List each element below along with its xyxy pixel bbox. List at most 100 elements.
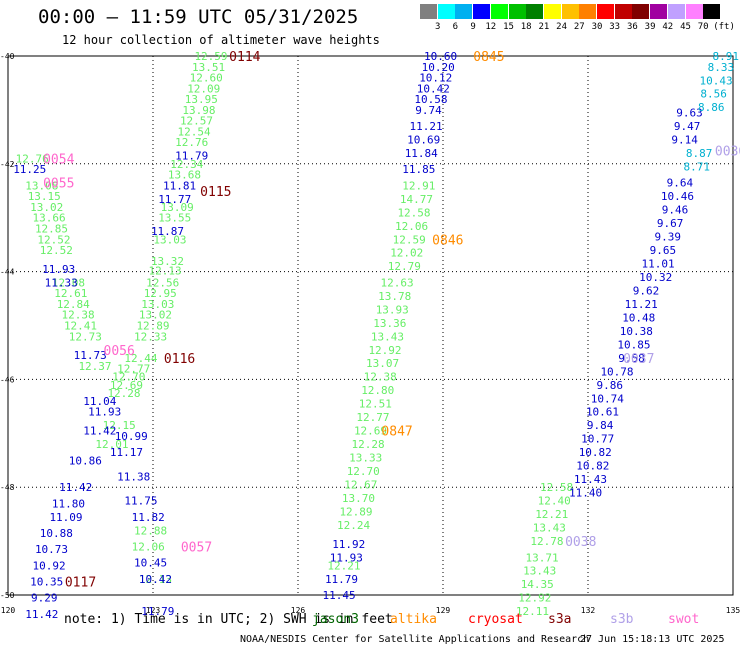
wave-height-value: 12.58 — [540, 481, 573, 494]
wave-height-value: 12.15 — [103, 419, 136, 432]
lat-tick-label: -46 — [0, 375, 15, 384]
wave-height-value: 11.21 — [625, 298, 658, 311]
pass-time-label: 0057 — [181, 540, 212, 555]
wave-height-value: 12.08 — [52, 276, 85, 289]
wave-height-value: 10.73 — [35, 543, 68, 556]
legend-swatch — [597, 4, 614, 19]
wave-height-value: 10.60 — [424, 50, 457, 63]
lat-tick-label: -48 — [0, 483, 15, 492]
wave-height-value: 13.43 — [371, 330, 404, 343]
wave-height-value: 11.01 — [642, 258, 675, 271]
wave-height-value: 11.73 — [74, 349, 107, 362]
wave-height-value: 9.65 — [650, 244, 677, 257]
legend-label: 6 — [452, 22, 459, 32]
legend-swatch — [508, 4, 526, 19]
wave-height-value: 8.56 — [700, 88, 727, 101]
wave-height-value: 12.76 — [175, 136, 208, 149]
satellite-label: s3a — [548, 612, 572, 627]
legend-swatch — [650, 4, 668, 19]
wave-height-value: 12.59 — [194, 50, 227, 63]
lon-tick-label: 123 — [146, 606, 161, 615]
pass-time-label: 0036 — [715, 144, 740, 159]
legend-swatch — [455, 4, 473, 19]
wave-height-value: 12.77 — [356, 411, 389, 424]
wave-height-value: 13.32 — [151, 255, 184, 268]
wave-height-value: 12.33 — [134, 330, 167, 343]
wave-height-value: 12.92 — [368, 344, 401, 357]
pass-time-label: 0847 — [381, 425, 412, 440]
lon-tick-label: 132 — [581, 606, 596, 615]
wave-height-value: 10.42 — [417, 82, 450, 95]
legend-label: 36 — [626, 22, 638, 32]
wave-height-value: 11.85 — [402, 163, 435, 176]
wave-height-value: 11.21 — [410, 120, 443, 133]
generated-timestamp: 27 Jun 15:18:13 UTC 2025 — [580, 634, 725, 645]
legend-swatch — [437, 4, 455, 19]
wave-height-value: 11.42 — [25, 608, 58, 621]
wave-height-value: 13.43 — [523, 565, 556, 578]
wave-height-value: 12.28 — [352, 438, 385, 451]
wave-height-value: 12.60 — [190, 72, 223, 85]
legend-swatch — [632, 4, 650, 19]
wave-height-value: 13.43 — [533, 522, 566, 535]
footer-note: note: 1) Time is in UTC; 2) SWH is in fe… — [64, 612, 393, 627]
wave-height-value: 10.46 — [661, 190, 694, 203]
wave-height-value: 11.79 — [141, 605, 174, 618]
wave-height-value: 9.74 — [415, 104, 442, 117]
wave-height-value: 11.93 — [42, 263, 75, 276]
legend-swatch — [473, 4, 491, 19]
wave-height-value: 12.69 — [110, 379, 143, 392]
pass-time-label: 0055 — [43, 177, 74, 192]
wave-height-value: 13.02 — [139, 309, 172, 322]
wave-height-value: 10.48 — [622, 311, 655, 324]
wave-height-value: 10.88 — [40, 527, 73, 540]
legend-swatch — [703, 4, 721, 19]
legend-swatch — [561, 4, 579, 19]
wave-height-value: 12.63 — [381, 276, 414, 289]
wave-height-value: 13.02 — [30, 201, 63, 214]
wave-height-value: 10.58 — [414, 93, 447, 106]
wave-height-value: 11.09 — [49, 511, 82, 524]
wave-height-value: 12.38 — [62, 309, 95, 322]
pass-time-label: 0115 — [200, 185, 231, 200]
wave-height-value: 11.93 — [330, 551, 363, 564]
wave-height-value: 10.38 — [620, 325, 653, 338]
legend-swatch — [420, 4, 437, 19]
legend-swatch — [614, 4, 632, 19]
wave-height-value: 8.71 — [684, 160, 711, 173]
wave-height-value: 11.17 — [110, 446, 143, 459]
legend-label: 33 — [609, 22, 621, 32]
wave-height-value: 12.70 — [347, 465, 380, 478]
pass-time-label: 0117 — [65, 576, 96, 591]
wave-height-value: 12.34 — [170, 158, 203, 171]
wave-height-value: 13.36 — [373, 317, 406, 330]
legend-label: 9 — [470, 22, 476, 32]
wave-height-value: 12.54 — [178, 125, 211, 138]
wave-height-value: 12.89 — [136, 320, 169, 333]
wave-height-value: 12.58 — [397, 206, 430, 219]
wave-height-value: 10.99 — [115, 430, 148, 443]
page-subtitle: 12 hour collection of altimeter wave hei… — [62, 33, 380, 47]
legend-swatch — [685, 4, 703, 19]
legend-label: 39 — [644, 22, 656, 32]
wave-height-value: 12.21 — [327, 559, 360, 572]
wave-height-value: 12.21 — [535, 508, 568, 521]
pass-time-label: 0054 — [43, 152, 74, 167]
legend-label: 27 — [573, 22, 585, 32]
wave-height-value: 14.77 — [400, 193, 433, 206]
wave-height-value: 11.25 — [13, 163, 46, 176]
wave-height-value: 8.91 — [713, 50, 740, 63]
wave-height-value: 13.51 — [192, 61, 225, 74]
wave-height-value: 10.32 — [639, 271, 672, 284]
wave-height-value: 8.86 — [698, 101, 725, 114]
satellite-label: jason3 — [312, 612, 359, 627]
lat-tick-label: -44 — [0, 268, 15, 277]
wave-height-value: 12.84 — [57, 298, 90, 311]
legend-label: 42 — [662, 22, 674, 32]
wave-height-value: 11.92 — [332, 538, 365, 551]
wave-height-value: 10.86 — [69, 454, 102, 467]
wave-height-value: 13.71 — [526, 551, 559, 564]
satellite-label: cryosat — [468, 612, 523, 627]
legend-label: 70 — [697, 22, 709, 32]
wave-height-value: 12.76 — [16, 152, 49, 165]
